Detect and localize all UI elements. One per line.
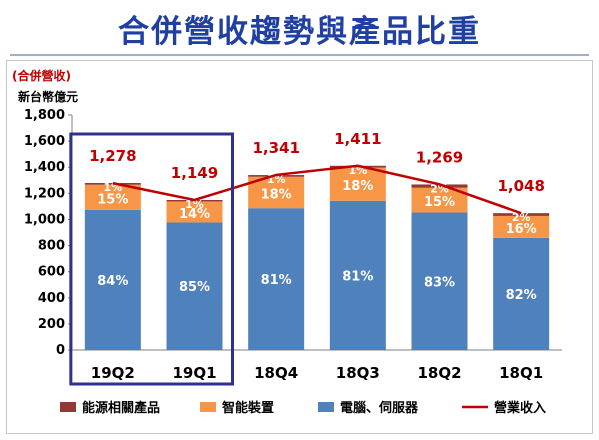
bar-segment (329, 200, 386, 350)
bar-segment (493, 237, 550, 350)
y-tick-label: 1,200 (24, 186, 65, 201)
unit-label: (合併營收) (12, 69, 71, 83)
line-data-label: 1,048 (497, 177, 544, 195)
legend-swatch (200, 402, 216, 412)
line-data-label: 1,411 (334, 130, 381, 148)
data-label: 18% (342, 179, 373, 194)
unit-sub-label: 新台幣億元 (18, 90, 79, 104)
data-label: 81% (261, 273, 292, 288)
bar-segment (166, 222, 223, 350)
data-label: 85% (179, 280, 210, 295)
x-tick-label: 18Q4 (254, 364, 298, 382)
y-tick-label: 1,400 (24, 160, 65, 175)
y-tick-label: 800 (38, 239, 65, 254)
x-tick-label: 19Q1 (172, 364, 216, 382)
x-tick-label: 18Q3 (336, 364, 380, 382)
x-tick-label: 18Q2 (417, 364, 461, 382)
highlight-box (69, 132, 235, 386)
data-label: 18% (261, 187, 292, 202)
bar-segment (329, 167, 386, 201)
data-label: 83% (424, 275, 455, 290)
data-label: 81% (342, 269, 373, 284)
y-tick-label: 200 (38, 317, 65, 332)
data-label: 82% (506, 288, 537, 303)
legend-label: 電腦、伺服器 (340, 400, 419, 416)
y-tick-label: 0 (56, 343, 65, 358)
bar-segment (248, 208, 305, 350)
data-label: 2% (512, 211, 531, 224)
chart-frame (6, 60, 593, 434)
data-label: 1% (103, 181, 122, 194)
data-label: 15% (97, 192, 128, 207)
bar-segment (411, 212, 468, 350)
legend-label: 智能裝置 (222, 400, 274, 416)
line-data-label: 1,149 (171, 164, 218, 182)
y-tick-label: 1,000 (24, 212, 65, 227)
title-divider (10, 54, 589, 56)
bar-segment (411, 184, 468, 188)
legend-label: 營業收入 (494, 400, 546, 416)
y-tick-label: 400 (38, 291, 65, 306)
legend-swatch (318, 402, 334, 412)
data-label: 14% (179, 207, 210, 222)
bar-segment (493, 215, 550, 238)
line-series-revenue (112, 164, 522, 215)
bar-segment (84, 184, 141, 210)
legend-swatch (60, 402, 76, 412)
y-tick-label: 600 (38, 265, 65, 280)
bar-segment (493, 213, 550, 216)
x-tick-label: 18Q1 (499, 364, 543, 382)
data-label: 16% (506, 222, 537, 237)
y-tick-label: 1,800 (24, 108, 65, 123)
legend-label: 能源相關產品 (82, 400, 160, 416)
y-tick-label: 1,600 (24, 134, 65, 149)
x-tick-label: 19Q2 (91, 364, 135, 382)
line-data-label: 1,341 (252, 139, 299, 157)
line-data-label: 1,278 (89, 147, 136, 165)
chart-title: 合併營收趨勢與產品比重 (118, 14, 481, 50)
bar-segment (248, 176, 305, 209)
line-data-label: 1,269 (416, 148, 463, 166)
bar-segment (84, 209, 141, 350)
bar-segment (166, 201, 223, 223)
data-label: 84% (97, 274, 128, 289)
data-label: 1% (185, 198, 204, 211)
data-label: 15% (424, 195, 455, 210)
